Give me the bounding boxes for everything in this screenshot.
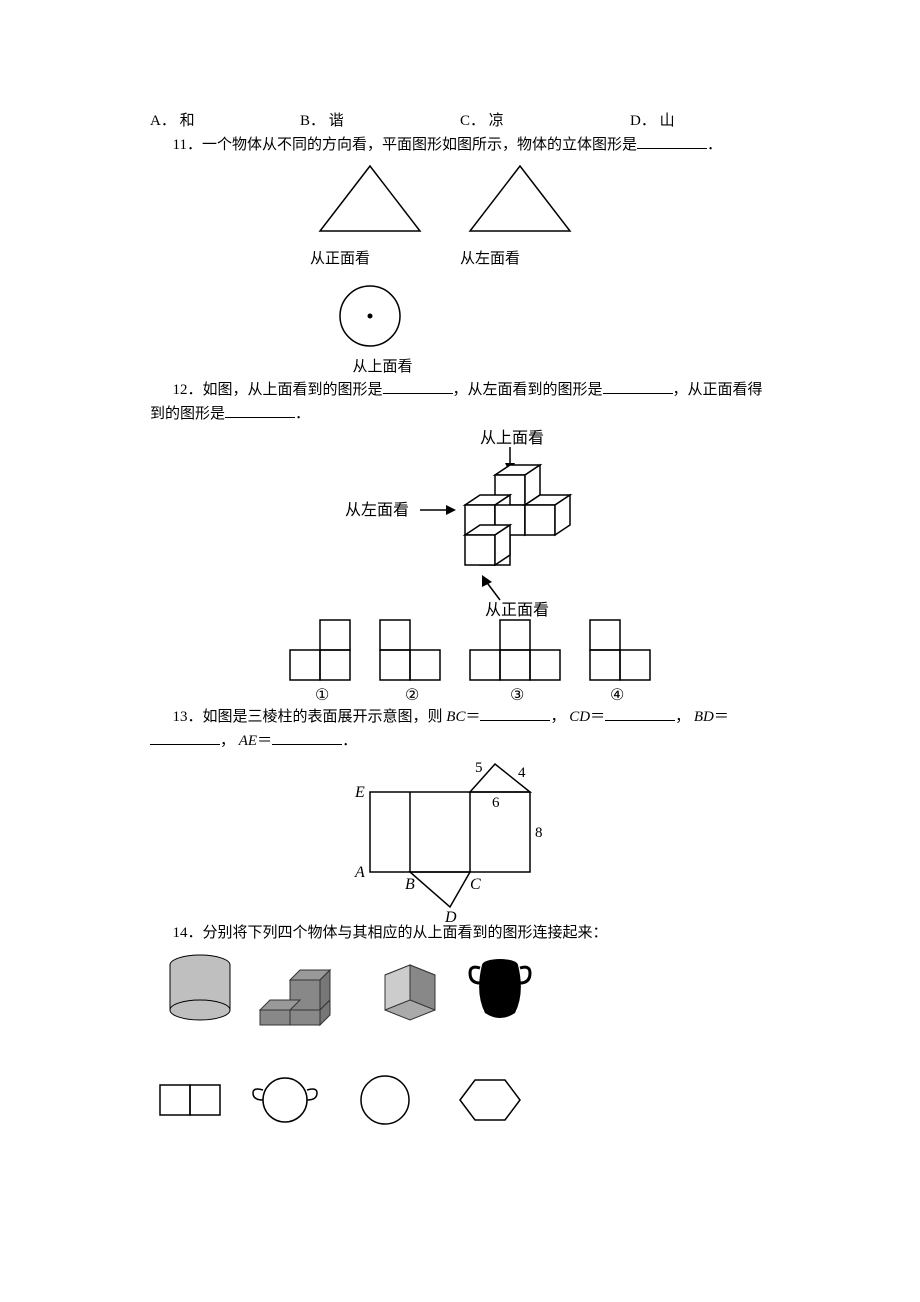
- svg-text:②: ②: [405, 687, 419, 704]
- q13-blank2: [605, 705, 675, 721]
- choice-b: B． 谐: [300, 110, 460, 133]
- q12-figure: 从上面看 从左面看 从正面看: [150, 425, 770, 705]
- q12-blank3: [225, 402, 295, 418]
- q12-blank1: [383, 378, 453, 394]
- svg-text:E: E: [354, 784, 365, 801]
- q13-figure: E A B C D 5 4 6 8: [150, 752, 770, 922]
- q12-number: 12．: [173, 382, 203, 398]
- q14-text: 14．分别将下列四个物体与其相应的从上面看到的图形连接起来：: [150, 922, 770, 945]
- q13-blank1: [480, 705, 550, 721]
- q13-cd: CD: [569, 709, 590, 725]
- choice-c-text: 凉: [489, 113, 504, 129]
- q13-ae: AE: [239, 733, 257, 749]
- q11-after: ．: [707, 137, 722, 153]
- q14-svg-top: [150, 945, 570, 1035]
- choice-b-letter: B．: [300, 113, 325, 129]
- svg-text:C: C: [470, 876, 481, 893]
- svg-text:8: 8: [535, 825, 543, 841]
- q14-t: 分别将下列四个物体与其相应的从上面看到的图形连接起来：: [203, 925, 608, 941]
- q11-left-label: 从左面看: [460, 248, 520, 271]
- q13-eq3: ＝: [714, 709, 729, 725]
- q11-before: 一个物体从不同的方向看，平面图形如图所示，物体的立体图形是: [202, 137, 637, 153]
- q13-end: ．: [342, 733, 357, 749]
- q13-s3: ，: [220, 733, 235, 749]
- q10-choices: A． 和 B． 谐 C． 凉 D． 山: [150, 110, 770, 133]
- q13-blank3: [150, 729, 220, 745]
- q13-text: 13．如图是三棱柱的表面展开示意图，则 BC＝， CD＝， BD＝， AE＝．: [150, 705, 770, 752]
- choice-c-letter: C．: [460, 113, 485, 129]
- svg-text:④: ④: [610, 687, 624, 704]
- svg-text:4: 4: [518, 765, 526, 781]
- q13-blank4: [272, 729, 342, 745]
- choice-a-text: 和: [180, 113, 195, 129]
- choice-d: D． 山: [630, 110, 750, 133]
- q13-eq1: ＝: [465, 709, 480, 725]
- choice-d-text: 山: [660, 113, 675, 129]
- q12-blank2: [603, 378, 673, 394]
- svg-text:从正面看: 从正面看: [485, 601, 549, 619]
- choice-b-text: 谐: [329, 113, 344, 129]
- svg-text:D: D: [444, 909, 457, 922]
- svg-text:从左面看: 从左面看: [345, 501, 409, 519]
- page: A． 和 B． 谐 C． 凉 D． 山 11．一个物体从不同的方向看，平面图形如…: [0, 0, 920, 1195]
- q13-t1: 如图是三棱柱的表面展开示意图，则: [203, 709, 443, 725]
- q13-s2: ，: [675, 709, 690, 725]
- q13-eq4: ＝: [257, 733, 272, 749]
- q13-eq2: ＝: [590, 709, 605, 725]
- q13-s1: ，: [550, 709, 565, 725]
- svg-text:①: ①: [315, 687, 329, 704]
- q12-t2: ，从左面看到的图形是: [453, 382, 603, 398]
- q14-figure: [150, 945, 770, 1135]
- q12-svg: 从上面看 从左面看 从正面看: [250, 425, 670, 705]
- q11-blank: [637, 133, 707, 149]
- q14-svg-bottom: [150, 1065, 570, 1135]
- choice-a-letter: A．: [150, 113, 176, 129]
- q11-number: 11．: [173, 137, 202, 153]
- q13-bc: BC: [446, 709, 465, 725]
- q13-number: 13．: [173, 709, 203, 725]
- q11-top-label: 从上面看: [352, 359, 412, 375]
- choice-c: C． 凉: [460, 110, 630, 133]
- svg-text:6: 6: [492, 795, 500, 811]
- choice-a: A． 和: [150, 110, 300, 133]
- q12-text: 12．如图，从上面看到的图形是，从左面看到的图形是，从正面看得到的图形是．: [150, 378, 770, 425]
- q11-text: 11．一个物体从不同的方向看，平面图形如图所示，物体的立体图形是 ．: [150, 133, 770, 157]
- q13-svg: E A B C D 5 4 6 8: [330, 752, 590, 922]
- svg-text:A: A: [354, 864, 365, 881]
- svg-text:③: ③: [510, 687, 524, 704]
- svg-text:从上面看: 从上面看: [480, 429, 544, 447]
- svg-text:5: 5: [475, 760, 483, 776]
- q13-bd: BD: [694, 709, 714, 725]
- q14-number: 14．: [173, 925, 203, 941]
- q12-t1: 如图，从上面看到的图形是: [203, 382, 383, 398]
- svg-text:B: B: [405, 876, 415, 893]
- q11-front-label: 从正面看: [310, 248, 370, 271]
- choice-d-letter: D．: [630, 113, 656, 129]
- q11-figure: 从正面看 从左面看 从上面看: [150, 156, 770, 378]
- q12-t4: ．: [295, 406, 310, 422]
